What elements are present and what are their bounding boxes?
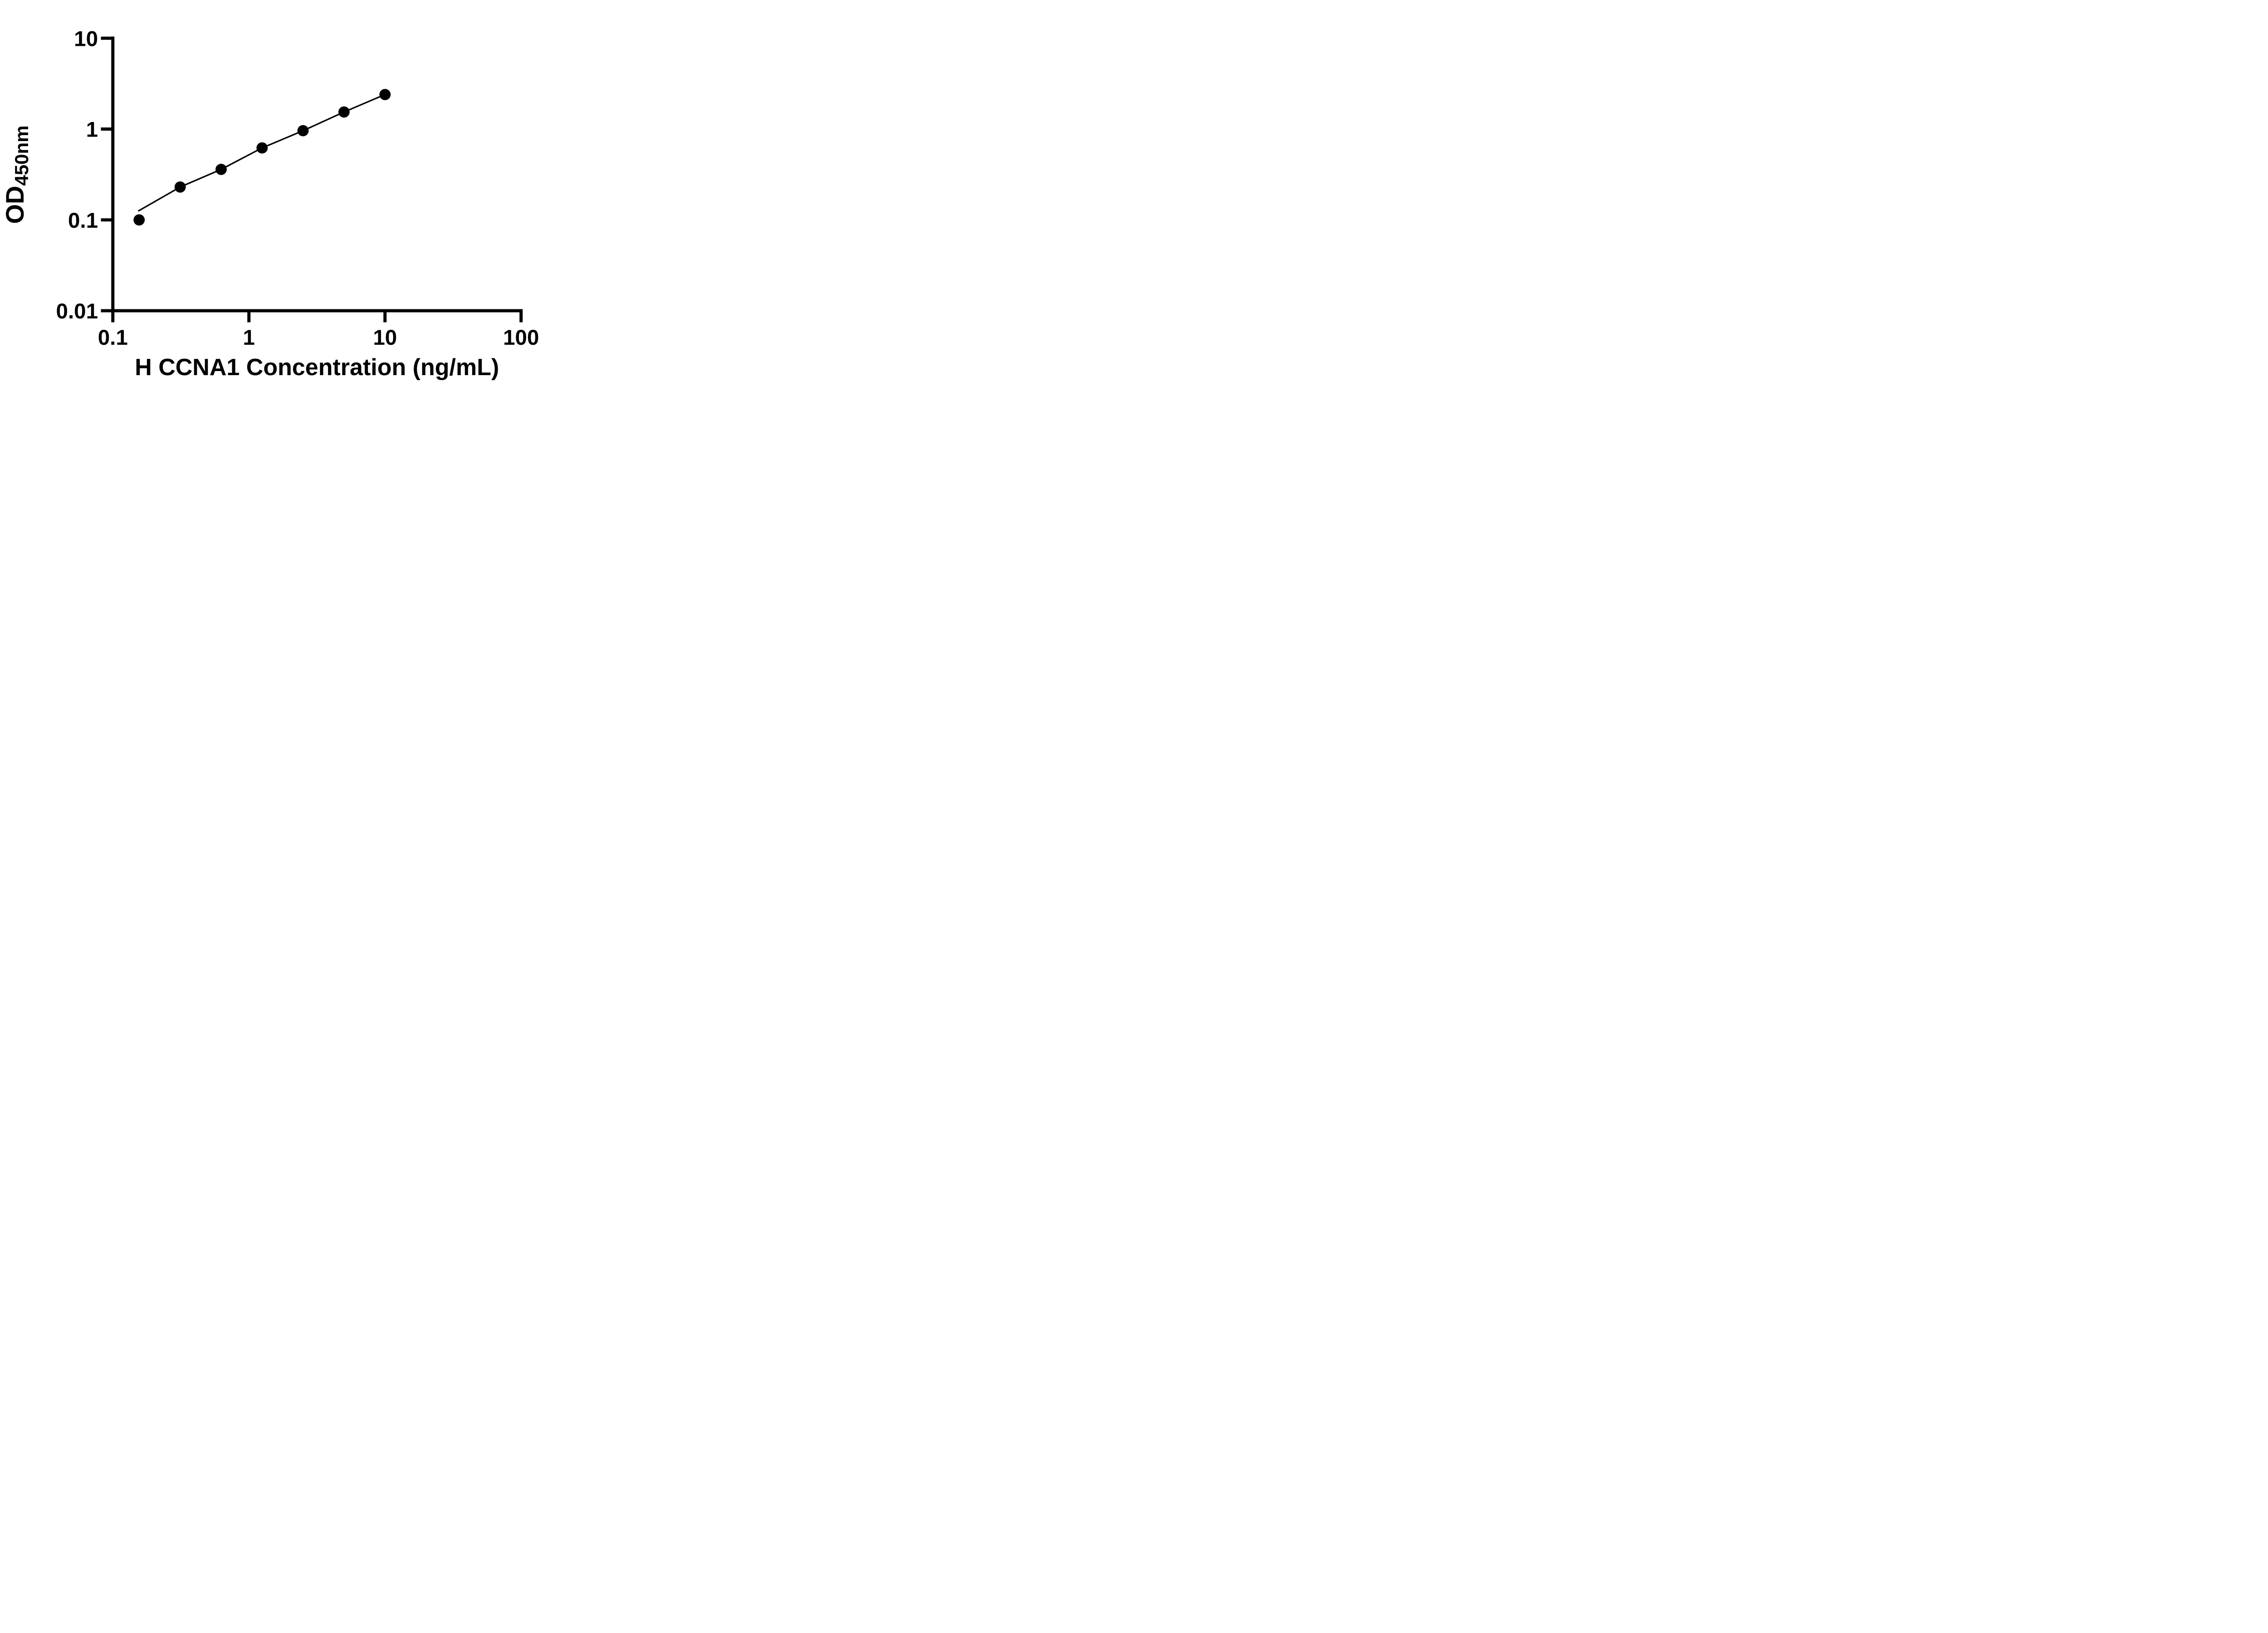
data-point-marker (174, 181, 186, 193)
x-tick-label: 100 (503, 326, 539, 350)
elisa-standard-curve-figure: 10 1 0.1 0.01 0.1 1 10 100 H CCNA1 Concentratio… (0, 0, 583, 408)
data-point-marker (133, 214, 145, 226)
y-axis-title: OD450nm (0, 125, 32, 224)
data-point-marker (215, 164, 227, 175)
y-tick-label: 0.1 (68, 209, 98, 233)
y-axis-title-subscript: 450nm (11, 125, 32, 186)
data-point-marker (297, 125, 309, 137)
x-tick-label: 1 (243, 326, 255, 350)
x-tick-label: 0.1 (98, 326, 128, 350)
y-tick-label: 0.01 (56, 299, 98, 323)
data-point-marker (256, 142, 268, 154)
tick-marks (101, 36, 523, 323)
data-point-marker (379, 89, 391, 100)
y-tick-label: 1 (86, 118, 98, 142)
data-point-marker (338, 106, 350, 118)
axes (101, 36, 523, 313)
y-tick-label: 10 (74, 27, 98, 51)
x-tick-label: 10 (373, 326, 397, 350)
x-axis-title: H CCNA1 Concentration (ng/mL) (135, 354, 499, 381)
data-series (133, 89, 391, 226)
y-axis-title-main: OD (0, 186, 29, 224)
